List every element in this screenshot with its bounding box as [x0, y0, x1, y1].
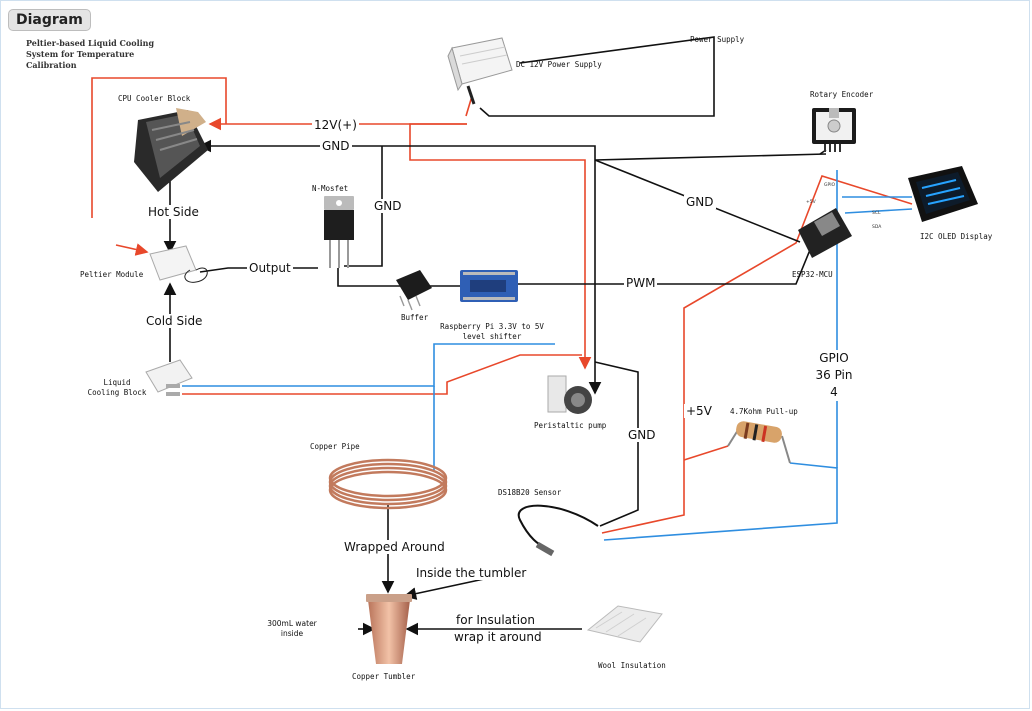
peltier-label: Peltier Module — [80, 270, 144, 279]
peltier-image — [149, 245, 208, 283]
gpio-label: GPIO 36 Pin 4 — [808, 350, 860, 401]
water-label: 300mL water inside — [267, 619, 317, 638]
wrapped-label: Wrapped Around — [342, 540, 447, 554]
esp32-image — [798, 208, 852, 258]
ds18b20-image — [517, 504, 599, 557]
esp-pin-label: SDA — [872, 224, 882, 230]
copper-pipe-label: Copper Pipe — [310, 442, 360, 451]
output-label: Output — [247, 261, 293, 275]
pump-image — [547, 375, 592, 414]
wool-insulation-image — [586, 605, 663, 643]
ds18b20-label: DS18B20 Sensor — [498, 488, 562, 497]
esp32-label: ESP32-MCU — [792, 270, 833, 279]
gnd-top-label: GND — [320, 139, 352, 153]
nmosfet-label: N-Mosfet — [312, 184, 349, 193]
esp-pin-label: SCL — [872, 210, 881, 216]
esp-pin-label: +5V — [806, 199, 817, 205]
esp-pin-label: GPIO — [824, 182, 836, 188]
rotary-encoder-image — [812, 108, 856, 152]
diagram-tab[interactable]: Diagram — [8, 9, 91, 31]
diagram-title: Peltier-based Liquid Cooling System for … — [26, 38, 155, 70]
copper-tumbler-image — [366, 594, 412, 664]
insulation-label-b: wrap it around — [452, 630, 544, 644]
liquid-block-label: Liquid Cooling Block — [87, 378, 147, 397]
insulation-label-a: for Insulation — [454, 613, 537, 627]
resistor-image — [727, 421, 791, 464]
buffer-image — [396, 270, 432, 311]
pullup-label: 4.7Kohm Pull-up — [730, 407, 798, 416]
level-shifter-image — [460, 270, 518, 302]
pwm-label: PWM — [624, 276, 658, 290]
red-wires — [91, 77, 913, 534]
hot-side-label: Hot Side — [146, 205, 201, 219]
oled-display-image — [908, 166, 978, 222]
gnd-mosfet-label: GND — [372, 199, 404, 213]
pump-label: Peristaltic pump — [534, 421, 607, 430]
inside-tumbler-label: Inside the tumbler — [414, 566, 529, 580]
dc-power-supply-image — [447, 37, 513, 105]
wool-label: Wool Insulation — [598, 661, 666, 670]
tumbler-label: Copper Tumbler — [352, 672, 416, 681]
level-shifter-label: Raspberry Pi 3.3V to 5V level shifter — [440, 322, 544, 341]
gnd-esp-label: GND — [684, 195, 716, 209]
v5-label: +5V — [684, 404, 714, 418]
dc-supply-label: DC 12V Power Supply — [516, 60, 602, 69]
cpu-cooler-image — [134, 108, 208, 192]
cold-side-label: Cold Side — [144, 314, 205, 328]
liquid-block-image — [145, 359, 193, 396]
oled-label: I2C OLED Display — [920, 232, 993, 241]
buffer-label: Buffer — [401, 313, 429, 322]
cpu-cooler-label: CPU Cooler Block — [118, 94, 191, 103]
rotary-encoder-label: Rotary Encoder — [810, 90, 874, 99]
copper-pipe-image — [328, 458, 448, 510]
power-supply-label: Power Supply — [690, 35, 745, 44]
gnd-sensor-label: GND — [626, 428, 658, 442]
v12-label: 12V(+) — [312, 118, 359, 132]
mosfet-image — [324, 196, 354, 268]
